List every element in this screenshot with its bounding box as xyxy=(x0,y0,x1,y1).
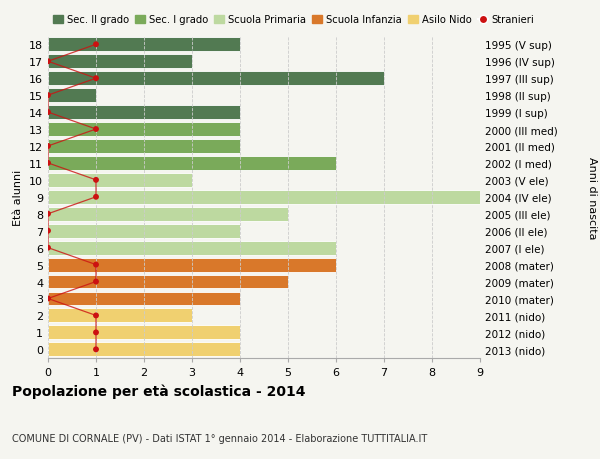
Bar xyxy=(48,140,240,154)
Point xyxy=(43,160,53,167)
Point xyxy=(91,177,101,184)
Point xyxy=(43,228,53,235)
Legend: Sec. II grado, Sec. I grado, Scuola Primaria, Scuola Infanzia, Asilo Nido, Stran: Sec. II grado, Sec. I grado, Scuola Prim… xyxy=(53,15,535,25)
Point xyxy=(43,143,53,150)
Point xyxy=(43,295,53,302)
Point xyxy=(91,75,101,83)
Point xyxy=(43,245,53,252)
Text: Popolazione per età scolastica - 2014: Popolazione per età scolastica - 2014 xyxy=(12,383,305,398)
Bar xyxy=(48,326,240,340)
Bar xyxy=(48,275,288,289)
Point xyxy=(91,312,101,319)
Bar xyxy=(48,309,192,323)
Point xyxy=(43,58,53,66)
Point xyxy=(91,329,101,336)
Point xyxy=(91,346,101,353)
Bar xyxy=(48,342,240,357)
Bar xyxy=(48,190,480,204)
Point xyxy=(43,92,53,100)
Text: COMUNE DI CORNALE (PV) - Dati ISTAT 1° gennaio 2014 - Elaborazione TUTTITALIA.IT: COMUNE DI CORNALE (PV) - Dati ISTAT 1° g… xyxy=(12,433,427,442)
Point xyxy=(91,261,101,269)
Bar xyxy=(48,292,240,306)
Bar xyxy=(48,258,336,272)
Bar xyxy=(48,241,336,255)
Bar xyxy=(48,38,240,52)
Point xyxy=(91,126,101,134)
Y-axis label: Età alunni: Età alunni xyxy=(13,169,23,225)
Text: Anni di nascita: Anni di nascita xyxy=(587,156,597,239)
Bar xyxy=(48,72,384,86)
Bar xyxy=(48,157,336,170)
Bar xyxy=(48,207,288,221)
Point xyxy=(43,109,53,117)
Point xyxy=(91,278,101,285)
Bar xyxy=(48,123,240,137)
Bar xyxy=(48,55,192,69)
Bar xyxy=(48,89,96,103)
Bar xyxy=(48,106,240,120)
Point xyxy=(91,194,101,201)
Point xyxy=(91,41,101,49)
Bar xyxy=(48,224,240,238)
Point xyxy=(43,211,53,218)
Bar xyxy=(48,174,192,187)
